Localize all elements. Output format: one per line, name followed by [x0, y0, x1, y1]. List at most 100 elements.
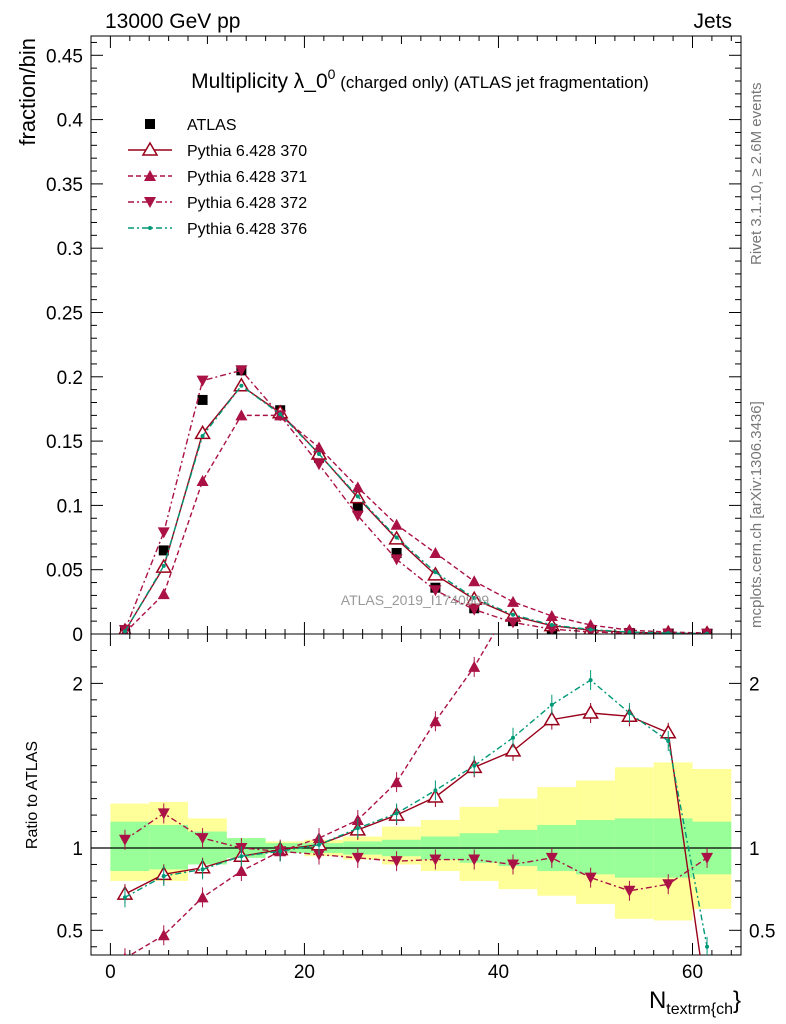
series-4-ratio-point	[122, 895, 127, 900]
series-2-point	[351, 481, 364, 493]
upper-y-tick-label: 0.35	[46, 175, 83, 196]
upper-panel: 0 0.05 0.1 0.15 0.2 0.25 0.3 0.35 0.4 0.45 fracti…	[15, 35, 742, 646]
series-3-ratio-point	[545, 852, 558, 864]
series-4-ratio-point	[278, 849, 283, 854]
series-3-ratio-point	[701, 852, 714, 864]
series-3-ratio-point	[429, 854, 442, 866]
series-3-ratio-point	[623, 885, 636, 897]
plot-title-main: Multiplicity λ_0	[191, 70, 328, 93]
legend: ATLAS Pythia 6.428 370 Pythia 6.428 371 Pyt…	[128, 117, 307, 238]
series-4-point	[588, 627, 593, 632]
series-4-ratio-point	[433, 788, 438, 793]
upper-y-tick-label: 0.05	[46, 561, 83, 582]
series-1-ratio-point	[504, 742, 522, 757]
x-axis-label-main: N	[649, 987, 666, 1014]
x-axis: 0 20 40 60	[105, 36, 732, 983]
series-4-ratio-point	[394, 811, 399, 816]
series-4-point	[549, 622, 554, 627]
series-3-ratio-line	[124, 812, 708, 892]
series-3-ratio-point	[662, 879, 675, 891]
legend-label: Pythia 6.428 376	[187, 221, 307, 238]
series-1-point	[194, 424, 211, 440]
lower-y-tick-label-right: 1	[749, 839, 760, 860]
series-4-ratio-point	[511, 735, 516, 740]
series-4-point	[433, 570, 438, 575]
series-4-ratio-point	[355, 826, 360, 831]
series-2-ratio-line	[129, 634, 495, 955]
series-4-point	[472, 595, 477, 600]
series-3-ratio-point	[118, 834, 131, 846]
series-3-ratio-point	[468, 854, 481, 866]
lower-panel: 0.5 0.5 1 1 2 2 Ratio to ATLAS	[24, 184, 775, 956]
series-2-ratio-point	[623, 266, 635, 277]
header-process-label: Jets	[693, 10, 732, 33]
series-2-line	[124, 414, 708, 634]
series-3-point	[545, 624, 558, 634]
legend-label: Pythia 6.428 370	[187, 143, 307, 160]
series-3-point	[351, 510, 364, 522]
series-2-ratio-point	[585, 381, 597, 392]
series-2-ratio-point	[390, 776, 403, 788]
series-2-ratio-point	[546, 480, 558, 491]
lower-y-tick-label: 2	[72, 674, 83, 695]
series-3-ratio-point	[351, 852, 364, 864]
plot-title-sup: 0	[328, 66, 336, 82]
lower-y-tick-label-right: 0.5	[749, 921, 775, 942]
series-2-ratio-point	[157, 929, 170, 941]
series-2-point	[545, 609, 558, 621]
series-4-ratio-point	[549, 702, 554, 707]
series-4-point	[239, 383, 244, 388]
series-3-ratio-point	[507, 859, 520, 871]
series-4-point	[627, 630, 632, 634]
upper-y-tick-label: 0.15	[46, 432, 83, 453]
series-4-point	[278, 412, 283, 417]
legend-marker	[144, 197, 156, 208]
x-tick-label: 60	[682, 962, 703, 983]
series-4-point	[316, 451, 321, 456]
plot-title-rest: (charged only) (ATLAS jet fragmentation)	[335, 73, 648, 92]
upper-y-tick-label: 0.2	[57, 368, 83, 389]
upper-y-tick-label: 0	[72, 625, 83, 646]
stat-uncertainty-band	[149, 824, 189, 870]
series-2-ratio-point	[662, 184, 674, 195]
atlas-data-point	[352, 502, 363, 513]
x-axis-label-end: }	[733, 987, 741, 1014]
lower-y-tick-label: 0.5	[57, 921, 83, 942]
series-3-line	[124, 369, 708, 634]
series-2-ratio-point	[235, 865, 248, 877]
upper-y-axis: 0 0.05 0.1 0.15 0.2 0.25 0.3 0.35 0.4 0.45	[46, 41, 741, 646]
series-3-ratio-point	[390, 856, 403, 868]
series-2-point	[429, 546, 442, 558]
series-3-ratio-point	[584, 872, 597, 884]
series-2-ratio-point	[196, 891, 209, 903]
upper-y-tick-label: 0.4	[57, 111, 84, 132]
lower-y-tick-label: 1	[72, 839, 83, 860]
upper-plot-area	[118, 365, 714, 634]
series-2-point	[312, 441, 325, 453]
upper-y-tick-label: 0.45	[46, 46, 83, 67]
series-4-ratio-point	[161, 873, 166, 878]
series-4-point	[161, 563, 166, 568]
series-4-ratio-point	[627, 711, 632, 716]
series-4-point	[200, 433, 205, 438]
series-2-point	[390, 518, 403, 530]
lower-y-axis: 0.5 0.5 1 1 2 2	[57, 649, 775, 948]
series-2-point	[468, 575, 481, 587]
series-2-ratio-point	[123, 952, 127, 955]
series-4-ratio-point	[239, 854, 244, 859]
series-4-point	[122, 629, 127, 634]
series-3-ratio-point	[312, 849, 325, 861]
series-2-point	[235, 409, 248, 421]
series-3-ratio-point	[157, 808, 170, 820]
lower-plot-area	[91, 184, 741, 955]
stat-uncertainty-band	[576, 820, 615, 875]
legend-marker	[148, 226, 152, 230]
series-1-ratio-point	[582, 704, 599, 719]
series-3-point	[390, 554, 403, 566]
plot-title: Multiplicity λ_00 (charged only) (ATLAS …	[191, 66, 649, 93]
legend-label: ATLAS	[187, 117, 237, 134]
series-4-ratio-point	[588, 678, 593, 683]
analysis-watermark: ATLAS_2019_I1740909	[341, 592, 490, 608]
lower-panel-frame	[90, 633, 742, 956]
series-4-ratio-point	[705, 944, 710, 949]
